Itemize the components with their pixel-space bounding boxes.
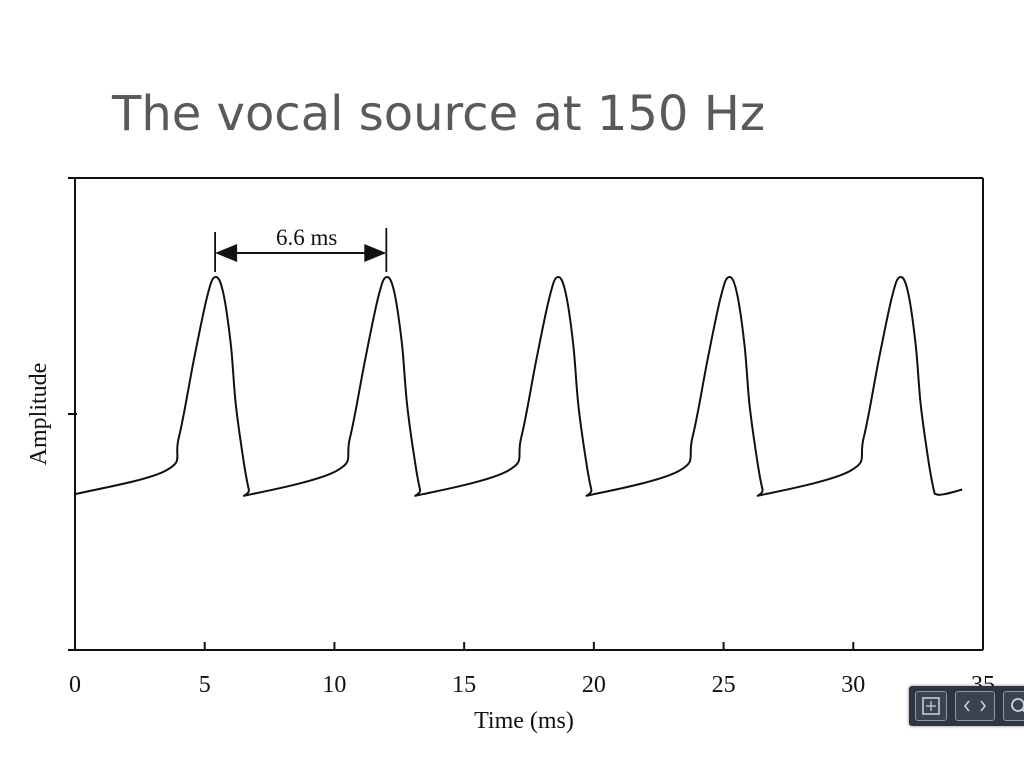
fullscreen-icon: [922, 697, 940, 715]
x-tick-label: 5: [199, 672, 211, 698]
annotation-label: 6.6 ms: [276, 225, 337, 250]
waveform-line: [74, 275, 963, 497]
prev-next-button[interactable]: [955, 691, 995, 721]
zoom-icon: [1011, 698, 1024, 713]
x-axis-label: Time (ms): [474, 708, 574, 734]
x-tick-label: 25: [712, 672, 736, 698]
slide-title: The vocal source at 150 Hz: [112, 86, 766, 142]
x-tick-label: 10: [322, 672, 346, 698]
zoom-button[interactable]: [1003, 691, 1024, 721]
x-axis-ticks: 0 5 10 15 20 25 30 35: [69, 642, 995, 698]
x-tick-label: 0: [69, 672, 81, 698]
x-tick-label: 30: [841, 672, 865, 698]
annotation-arrow-left-head: [215, 244, 238, 262]
y-axis-ticks: [68, 177, 77, 651]
period-annotation: 6.6 ms: [214, 225, 388, 272]
y-axis-label: Amplitude: [26, 363, 52, 466]
fullscreen-button[interactable]: [915, 691, 947, 721]
prev-next-icon: [964, 700, 986, 712]
x-tick-label: 20: [582, 672, 606, 698]
x-tick-label: 15: [452, 672, 476, 698]
viewer-toolbar: [909, 686, 1024, 726]
annotation-arrow-right-head: [364, 244, 387, 262]
